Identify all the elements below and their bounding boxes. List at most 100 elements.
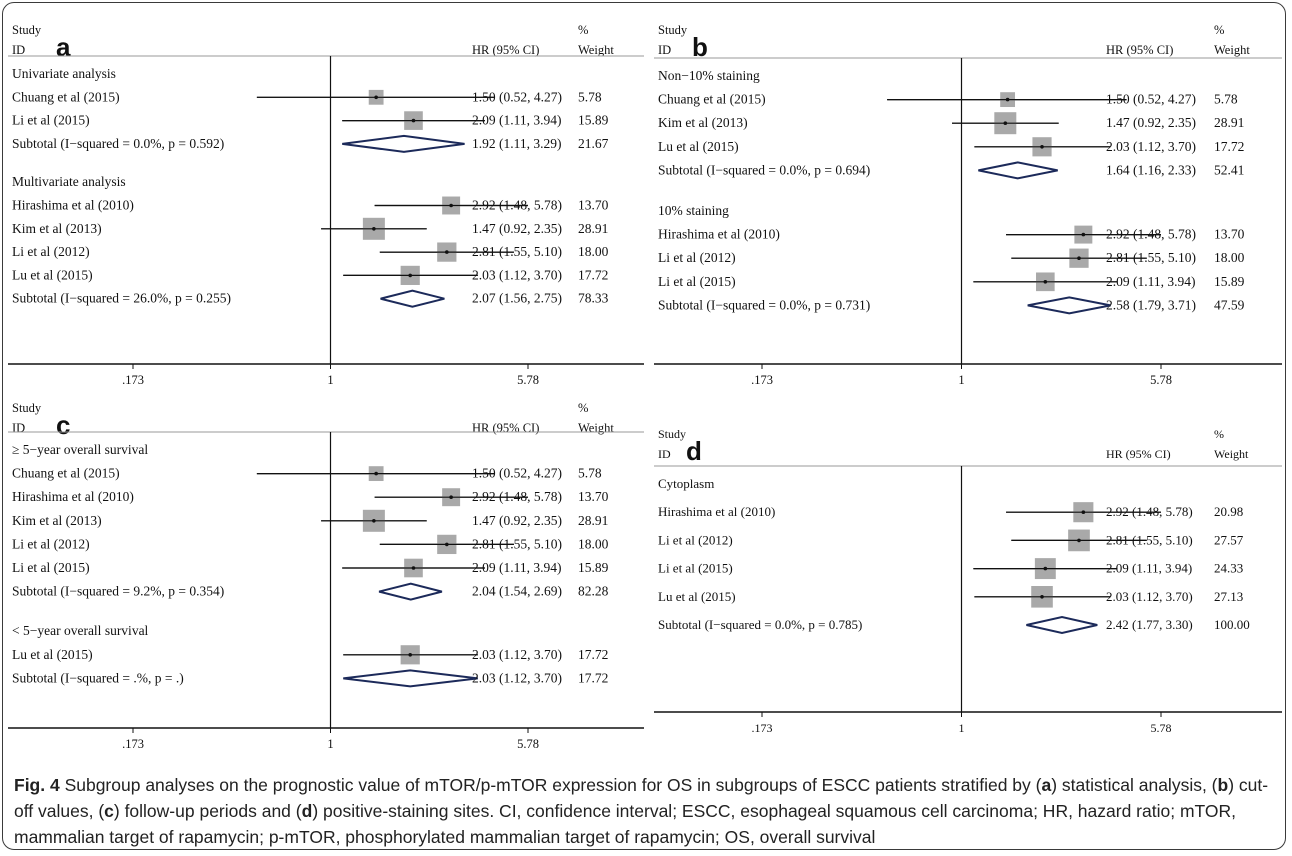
x-tick-label: .173	[751, 373, 773, 387]
weight-value: 17.72	[578, 670, 608, 685]
weight-value: 15.89	[578, 560, 609, 575]
hr-value: 2.42 (1.77, 3.30)	[1106, 617, 1193, 632]
header-weight: Weight	[1214, 43, 1250, 57]
study-label: Li et al (2015)	[658, 561, 733, 576]
caption-text: ) positive-staining sites. CI, confidenc…	[14, 801, 1237, 847]
hr-value: 2.92 (1.48, 5.78)	[1106, 504, 1193, 519]
study-label: Lu et al (2015)	[12, 647, 93, 662]
weight-value: 18.00	[1214, 250, 1245, 265]
point-estimate	[1040, 595, 1044, 599]
x-tick-label: 5.78	[517, 737, 539, 751]
caption-text: ) follow-up periods and (	[113, 801, 302, 821]
point-estimate	[408, 273, 413, 278]
hr-value: 2.03 (1.12, 3.70)	[1106, 589, 1193, 604]
hr-value: 2.04 (1.54, 2.69)	[472, 584, 562, 599]
hr-value: 2.09 (1.11, 3.94)	[472, 113, 562, 128]
header-hr: HR (95% CI)	[1106, 447, 1171, 461]
caption-text: ) statistical analysis, (	[1051, 775, 1218, 795]
caption-text: ) cut-off values, (	[14, 775, 1269, 821]
pooled-diamond	[978, 161, 1058, 180]
hr-value: 1.47 (0.92, 2.35)	[472, 513, 562, 528]
panel-letter: c	[56, 410, 70, 440]
weight-value: 47.59	[1214, 297, 1245, 312]
hr-value: 2.09 (1.11, 3.94)	[472, 560, 562, 575]
subgroup-label: Non−10% staining	[658, 68, 760, 83]
caption-ref-c: c	[104, 801, 114, 821]
weight-value: 17.72	[578, 647, 608, 662]
study-label: Li et al (2012)	[12, 244, 90, 259]
study-label: Kim et al (2013)	[12, 221, 102, 236]
study-label: Li et al (2015)	[12, 560, 90, 575]
hr-value: 2.81 (1.55, 5.10)	[1106, 250, 1196, 265]
header-percent: %	[1214, 23, 1224, 37]
point-estimate	[1081, 232, 1086, 237]
x-tick-label: .173	[122, 373, 144, 387]
header-hr: HR (95% CI)	[1106, 43, 1173, 57]
figure-caption: Fig. 4 Subgroup analyses on the prognost…	[14, 772, 1276, 850]
point-estimate	[1077, 256, 1081, 260]
subgroup-label: ≥ 5−year overall survival	[12, 442, 148, 457]
forest-plot-b: Study ID b HR (95% CI)% Weight Non−10% staini…	[654, 23, 1282, 387]
point-estimate	[408, 653, 413, 657]
study-label: Lu et al (2015)	[658, 139, 739, 154]
caption-ref-d: d	[301, 801, 313, 821]
study-label: Hirashima et al (2010)	[658, 227, 780, 242]
header-percent: %	[578, 23, 588, 37]
study-label: Li et al (2012)	[658, 532, 733, 547]
x-tick-label: 5.78	[517, 373, 539, 387]
pooled-diamond	[378, 582, 443, 601]
x-tick-label: 5.78	[1150, 373, 1172, 387]
weight-value: 27.57	[1214, 532, 1244, 547]
hr-value: 1.47 (0.92, 2.35)	[1106, 115, 1196, 130]
weight-value: 27.13	[1214, 589, 1243, 604]
point-estimate	[1043, 566, 1048, 571]
subgroup-label: Multivariate analysis	[12, 174, 126, 189]
weight-value: 5.78	[578, 466, 602, 481]
weight-value: 17.72	[578, 267, 608, 282]
weight-value: 28.91	[578, 221, 608, 236]
hr-value: 1.50 (0.52, 4.27)	[472, 466, 562, 481]
point-estimate	[449, 203, 453, 208]
subgroup-label: 10% staining	[658, 203, 729, 218]
study-label: Lu et al (2015)	[658, 589, 736, 604]
weight-value: 13.70	[1214, 227, 1245, 242]
x-tick-label: 1	[327, 373, 333, 387]
weight-value: 18.00	[578, 536, 609, 551]
point-estimate	[1081, 510, 1086, 514]
header-hr: HR (95% CI)	[472, 43, 539, 57]
hr-value: 2.58 (1.79, 3.71)	[1106, 297, 1196, 312]
point-estimate	[1077, 538, 1081, 543]
figure-label: Fig. 4	[14, 775, 60, 795]
point-estimate	[411, 566, 416, 570]
header-weight: Weight	[578, 421, 614, 435]
panel-letter: d	[686, 436, 702, 466]
pooled-diamond	[1027, 296, 1111, 315]
hr-value: 2.92 (1.48, 5.78)	[472, 489, 562, 504]
study-label: Hirashima et al (2010)	[12, 198, 134, 213]
caption-text: Subgroup analyses on the prognostic valu…	[59, 775, 1042, 795]
study-label: Lu et al (2015)	[12, 267, 93, 282]
study-label: Chuang et al (2015)	[658, 92, 766, 107]
subtotal-label: Subtotal (I−squared = 0.0%, p = 0.731)	[658, 297, 870, 312]
header-weight: Weight	[578, 43, 614, 57]
point-estimate	[411, 118, 416, 123]
point-estimate	[372, 519, 376, 523]
caption-ref-a: a	[1041, 775, 1052, 795]
point-estimate	[374, 471, 378, 476]
hr-value: 2.81 (1.55, 5.10)	[1106, 532, 1193, 547]
hr-value: 2.07 (1.56, 2.75)	[472, 291, 562, 306]
pooled-diamond	[380, 289, 445, 308]
study-label: Li et al (2012)	[658, 250, 736, 265]
study-label: Chuang et al (2015)	[12, 89, 120, 104]
weight-value: 20.98	[1214, 504, 1243, 519]
weight-value: 21.67	[578, 136, 609, 151]
header-weight: Weight	[1214, 447, 1249, 461]
weight-value: 18.00	[578, 244, 609, 259]
weight-value: 13.70	[578, 489, 609, 504]
weight-value: 13.70	[578, 198, 609, 213]
study-label: Li et al (2015)	[658, 274, 736, 289]
x-tick-label: 1	[327, 737, 333, 751]
study-label: Kim et al (2013)	[12, 513, 102, 528]
forest-plot-c: Study ID c HR (95% CI)% Weight ≥ 5−year overa…	[8, 401, 644, 751]
pooled-diamond	[1026, 615, 1098, 635]
